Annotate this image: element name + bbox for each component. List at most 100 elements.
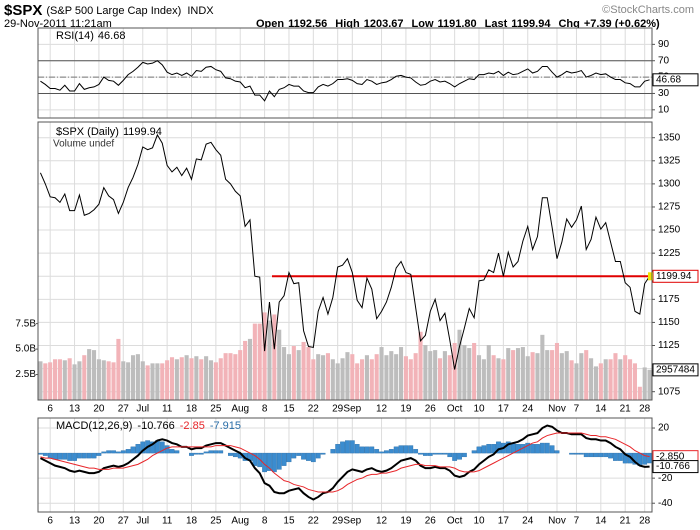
y-tick-label: 1125: [658, 340, 680, 351]
exchange: INDX: [187, 5, 214, 17]
volume-bar: [306, 347, 311, 400]
histogram-bar: [306, 452, 311, 461]
histogram-bar: [57, 452, 63, 460]
volume-bar: [126, 362, 131, 400]
volume-bar: [360, 359, 365, 400]
volume-bar: [194, 356, 199, 400]
y-tick-label: 1150: [658, 317, 680, 328]
volume-bar: [286, 354, 292, 400]
histogram-bar: [374, 449, 380, 454]
volume-bar: [145, 365, 150, 400]
volume-bar: [384, 355, 389, 400]
panel-frame: [37, 417, 653, 513]
volume-bar: [433, 350, 438, 400]
panel-background: [38, 418, 652, 512]
macd-legend-value: -7.915: [210, 420, 241, 432]
x-tick-label: 12: [376, 516, 388, 527]
x-tick-label: 6: [47, 516, 53, 527]
histogram-bar: [193, 452, 199, 455]
volume-bar: [428, 351, 433, 400]
volume-badge: 2957484: [656, 364, 695, 375]
x-tick-label: Oct: [447, 404, 463, 415]
volume-bar: [96, 359, 101, 400]
volume-bar: [545, 350, 550, 400]
histogram-bar: [403, 445, 409, 454]
histogram-bar: [617, 452, 623, 461]
panel-frame: [37, 27, 653, 119]
y-tick-label: 1350: [658, 132, 681, 143]
histogram-bar: [106, 450, 112, 454]
volume-bar: [82, 355, 87, 400]
volume-bar: [618, 359, 623, 400]
histogram-bar: [393, 446, 399, 454]
histogram-bar: [432, 452, 438, 455]
x-tick-label: 13: [69, 516, 81, 527]
volume-bar: [238, 350, 243, 400]
histogram-bar: [315, 452, 321, 459]
quote-label: High: [335, 18, 360, 30]
histogram-bar: [369, 446, 375, 454]
volume-bar: [637, 386, 642, 400]
x-tick-label: 21: [620, 404, 632, 415]
y-tick-label: 20: [658, 423, 670, 434]
volume-bar: [613, 353, 618, 400]
x-tick-label: 18: [186, 404, 198, 415]
volume-tick-label: 7.5B: [15, 318, 36, 329]
volume-bar: [355, 363, 360, 400]
histogram-bar: [418, 452, 423, 455]
histogram-bar: [330, 449, 336, 454]
volume-bar: [262, 312, 267, 400]
x-tick-label: 17: [498, 516, 510, 527]
volume-bar: [437, 358, 443, 400]
x-tick-label: Nov: [548, 516, 566, 527]
histogram-bar: [588, 452, 594, 458]
volume-bar: [550, 350, 555, 400]
x-tick-label: 13: [69, 404, 81, 415]
histogram-bar: [642, 452, 648, 465]
x-tick-label: Sep: [343, 516, 361, 527]
rsi-badge-box: [652, 73, 699, 87]
y-tick-label: 70: [658, 55, 670, 66]
histogram-bar: [42, 452, 48, 456]
histogram-bar: [647, 452, 652, 464]
volume-bar: [291, 346, 296, 400]
histogram-bar: [539, 442, 545, 454]
volume-bar: [282, 347, 287, 400]
volume-bar: [233, 354, 238, 400]
histogram-bar: [457, 452, 462, 460]
volume-bar: [632, 363, 637, 400]
panel-background: [38, 28, 652, 118]
volume-bar: [62, 360, 67, 400]
volume-bar: [491, 355, 496, 400]
histogram-bar: [340, 441, 345, 454]
histogram-bar: [442, 452, 448, 455]
x-tick-label: 27: [118, 516, 130, 527]
rsi-legend: RSI(14) 46.68: [56, 30, 125, 42]
timestamp: 29-Nov-2011 11:21am: [4, 18, 112, 30]
histogram-bar: [354, 444, 360, 454]
histogram-bar: [510, 442, 516, 454]
histogram-bar: [116, 451, 121, 454]
volume-bar: [647, 369, 652, 400]
volume-bar: [389, 351, 394, 400]
volume-bar: [160, 363, 165, 400]
x-tick-label: 22: [308, 404, 320, 415]
volume-bar: [252, 323, 257, 400]
price-arrow: [648, 272, 653, 281]
histogram-bar: [267, 452, 272, 471]
histogram-bar: [52, 452, 58, 460]
y-tick-label: -20: [658, 473, 673, 484]
histogram-bar: [345, 440, 350, 454]
volume-bar: [603, 359, 608, 400]
x-tick-label: 7: [574, 516, 580, 527]
histogram-bar: [335, 444, 341, 454]
histogram-bar: [598, 452, 604, 458]
volume-bar: [257, 323, 262, 400]
volume-bar: [345, 352, 350, 400]
price-title: $SPX (Daily): [56, 126, 119, 138]
volume-bar: [272, 314, 277, 400]
x-tick-label: Oct: [447, 516, 463, 527]
histogram-bar: [427, 452, 433, 456]
histogram-bar: [549, 445, 555, 454]
